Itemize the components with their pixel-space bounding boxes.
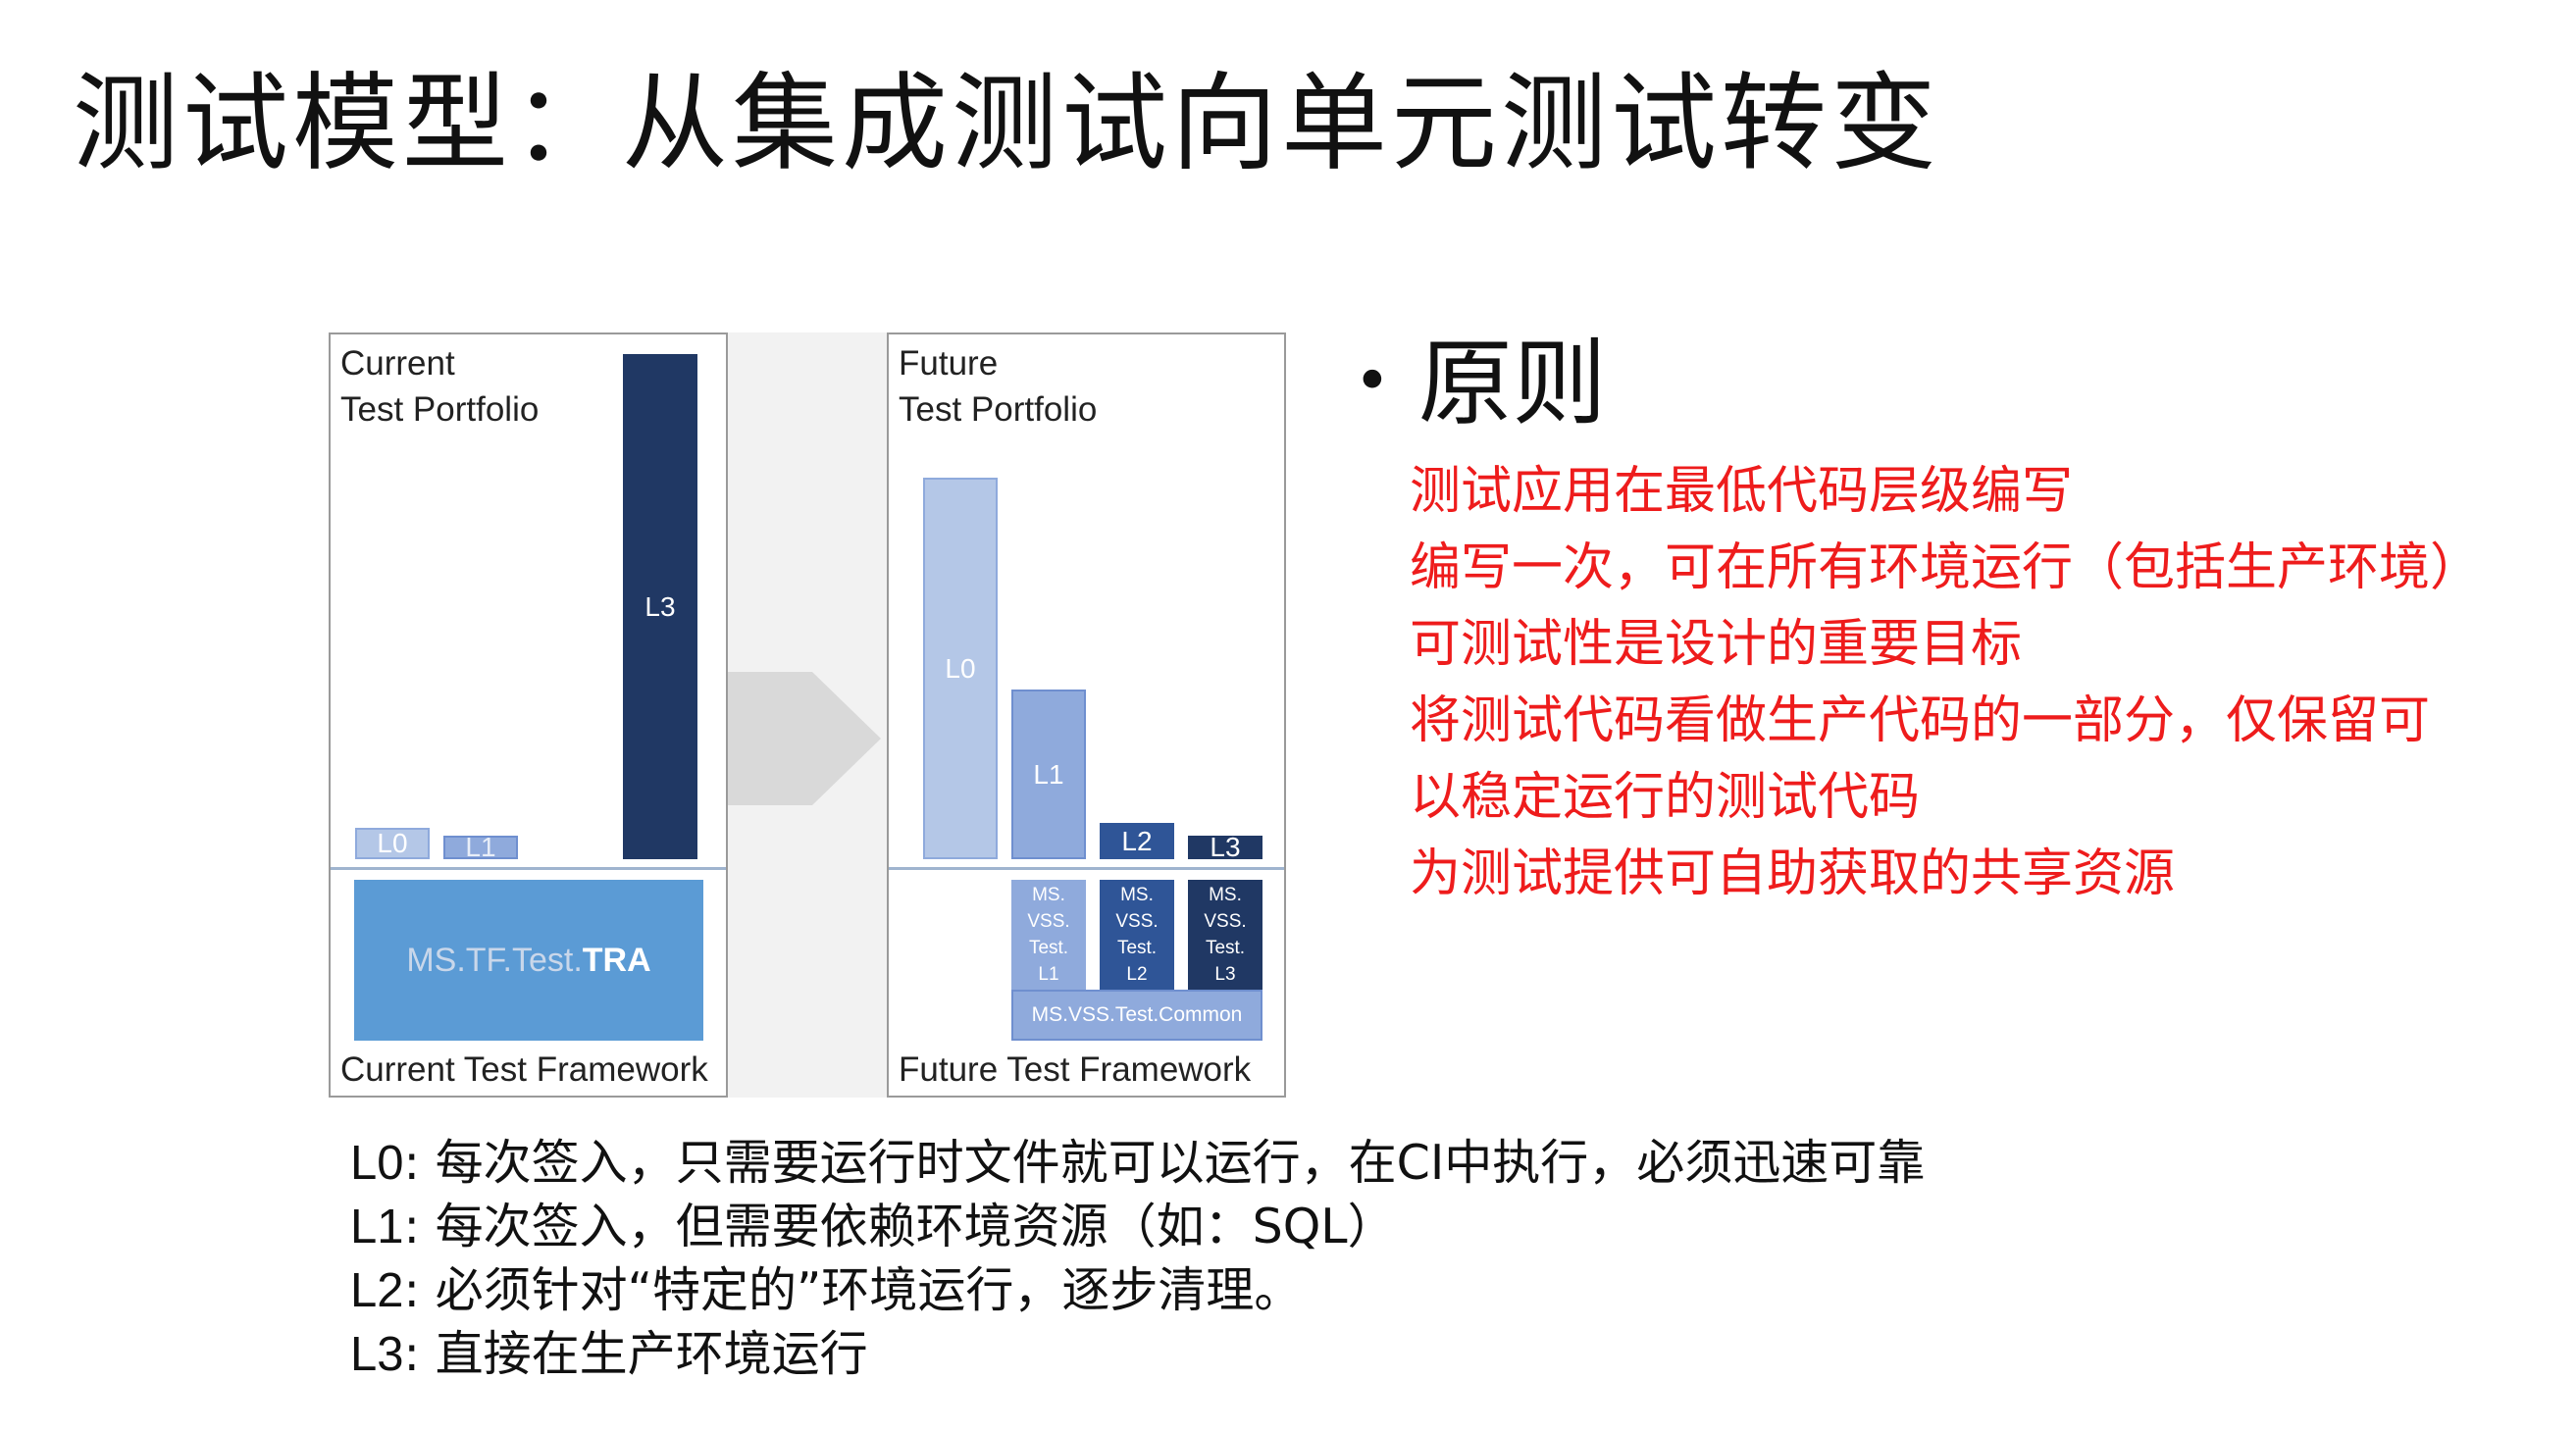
module-test-l1-line2: VSS. <box>1027 911 1070 932</box>
current-bar-l1: L1 <box>443 832 518 862</box>
module-test-l2-line4: L2 <box>1126 964 1148 985</box>
principle-line-2: 编写一次，可在所有环境运行（包括生产环境） <box>1410 538 2482 597</box>
module-test-l3-line3: Test. <box>1205 938 1246 958</box>
legend-text-l2: : 必须针对“特定的”环境运行，逐步清理。 <box>403 1262 1303 1318</box>
future-framework-label: Future Test Framework <box>899 1050 1252 1089</box>
current-bar-l3-label: L3 <box>644 590 676 622</box>
legend-key-l0: L0 <box>350 1137 404 1190</box>
current-bar-l0: L0 <box>355 828 430 859</box>
current-bar-l1-label: L1 <box>465 832 496 862</box>
future-portfolio-panel: Future Test Portfolio L0 L1 L2 L3 MS. VS… <box>887 332 1286 1098</box>
module-test-l1-line1: MS. <box>1032 885 1065 905</box>
module-test-l2-line2: VSS. <box>1115 911 1159 932</box>
module-test-l1-line3: Test. <box>1028 938 1069 958</box>
module-test-l3-line1: MS. <box>1209 885 1242 905</box>
current-framework-label: Current Test Framework <box>340 1050 708 1089</box>
legend-key-l1: L1 <box>350 1201 404 1253</box>
tra-bold: TRA <box>582 941 651 979</box>
current-divider <box>331 867 726 870</box>
module-common: MS.VSS.Test.Common <box>1011 990 1262 1041</box>
future-bar-l2: L2 <box>1100 823 1174 859</box>
future-bar-l1-label: L1 <box>1033 758 1064 790</box>
module-test-l1-line4: L1 <box>1038 964 1059 985</box>
principle-line-3: 可测试性是设计的重要目标 <box>1410 615 2023 674</box>
legend-key-l3: L3 <box>350 1328 404 1381</box>
principle-line-1: 测试应用在最低代码层级编写 <box>1410 462 2074 521</box>
module-test-l2: MS. VSS. Test. L2 <box>1100 880 1174 990</box>
future-bar-l0-label: L0 <box>945 652 976 684</box>
current-portfolio-label: Current Test Portfolio <box>340 340 539 434</box>
slide-title: 测试模型：从集成测试向单元测试转变 <box>73 63 1941 185</box>
legend-text-l0: : 每次签入，只需要运行时文件就可以运行，在CI中执行，必须迅速可靠 <box>403 1135 1926 1191</box>
principle-line-6: 为测试提供可自助获取的共享资源 <box>1410 844 2176 903</box>
bullet-icon: • <box>1354 345 1391 419</box>
future-portfolio-label: Future Test Portfolio <box>899 340 1097 434</box>
legend-text-l1: : 每次签入，但需要依赖环境资源（如：SQL） <box>403 1199 1396 1254</box>
module-test-l3: MS. VSS. Test. L3 <box>1188 880 1262 990</box>
legend-line-l3: L3: 直接在生产环境运行 <box>350 1326 868 1384</box>
principles-heading: • 原则 <box>1354 328 1607 440</box>
legend-line-l0: L0: 每次签入，只需要运行时文件就可以运行，在CI中执行，必须迅速可靠 <box>350 1135 1925 1193</box>
module-test-l3-line4: L3 <box>1214 964 1236 985</box>
module-test-l3-line2: VSS. <box>1204 911 1247 932</box>
current-bar-l3: L3 <box>623 354 697 859</box>
future-bar-l3-label: L3 <box>1210 832 1241 862</box>
arrow-shape <box>728 672 881 805</box>
legend-line-l1: L1: 每次签入，但需要依赖环境资源（如：SQL） <box>350 1199 1396 1256</box>
transition-arrow <box>728 332 887 1098</box>
future-bar-l1: L1 <box>1011 690 1086 859</box>
current-portfolio-panel: Current Test Portfolio L0 L1 L3 MS.TF.Te… <box>329 332 728 1098</box>
principle-line-5: 以稳定运行的测试代码 <box>1410 768 1921 827</box>
future-divider <box>889 867 1284 870</box>
principles-heading-text: 原则 <box>1417 329 1607 438</box>
current-bar-l0-label: L0 <box>377 828 408 858</box>
future-bar-l0: L0 <box>923 478 998 859</box>
module-test-l2-line3: Test. <box>1116 938 1158 958</box>
legend-line-l2: L2: 必须针对“特定的”环境运行，逐步清理。 <box>350 1262 1302 1320</box>
tra-prefix: MS.TF.Test. <box>406 941 583 979</box>
future-portfolio-line1: Future <box>899 344 999 383</box>
tra-framework-box: MS.TF.Test. TRA <box>354 880 703 1041</box>
future-bar-l3: L3 <box>1188 832 1262 862</box>
legend-key-l2: L2 <box>350 1264 404 1317</box>
current-portfolio-line1: Current <box>340 344 455 383</box>
module-test-l1: MS. VSS. Test. L1 <box>1011 880 1086 990</box>
current-portfolio-line2: Test Portfolio <box>340 390 540 430</box>
module-test-l2-line1: MS. <box>1120 885 1154 905</box>
future-portfolio-line2: Test Portfolio <box>899 390 1098 430</box>
principle-line-4: 将测试代码看做生产代码的一部分，仅保留可 <box>1410 691 2431 750</box>
future-bar-l2-label: L2 <box>1121 825 1153 856</box>
legend-text-l3: : 直接在生产环境运行 <box>403 1326 868 1382</box>
